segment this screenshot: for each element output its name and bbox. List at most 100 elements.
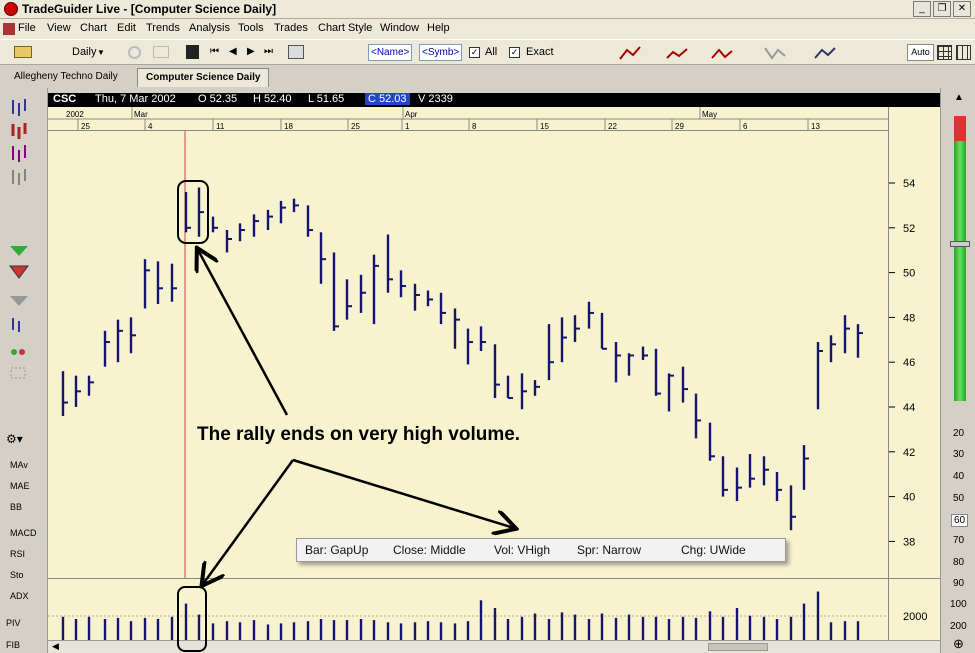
grid-icon[interactable] xyxy=(937,45,952,60)
indicator-adx[interactable]: ADX xyxy=(10,591,29,601)
price-bar xyxy=(345,279,352,320)
volume-chart[interactable] xyxy=(48,578,888,641)
price-bar xyxy=(426,290,433,307)
title-bar: TradeGuider Live - [Computer Science Dai… xyxy=(0,0,975,19)
restore-button[interactable]: ❐ xyxy=(933,1,951,17)
name-input[interactable]: <Name> xyxy=(368,44,413,61)
scroll-thumb[interactable] xyxy=(708,643,768,651)
indicator-rsi[interactable]: RSI xyxy=(10,549,26,559)
indicator-mae[interactable]: MAE xyxy=(10,481,30,491)
status-spr: Spr: Narrow xyxy=(577,543,642,557)
signal-meter-red xyxy=(954,116,966,141)
scale-80[interactable]: 80 xyxy=(953,557,965,568)
last-bar-icon[interactable]: ⏭ xyxy=(264,46,273,57)
scale-40[interactable]: 40 xyxy=(953,471,965,482)
scale-20[interactable]: 20 xyxy=(953,428,965,439)
scale-100[interactable]: 100 xyxy=(950,599,967,610)
price-bar xyxy=(775,471,782,502)
window-icon[interactable] xyxy=(153,46,169,58)
bar-chart-icon xyxy=(12,99,26,116)
scale-60[interactable]: 60 xyxy=(951,514,969,527)
scale-50[interactable]: 50 xyxy=(953,493,965,504)
exact-checkbox[interactable]: ✓ xyxy=(509,47,520,58)
print-icon[interactable] xyxy=(288,45,304,59)
first-bar-icon[interactable]: ⏮ xyxy=(210,46,219,57)
signal-meter-green xyxy=(954,141,966,401)
menu-chart[interactable]: Chart xyxy=(80,22,107,34)
indicator-piv[interactable]: PIV xyxy=(6,618,21,628)
day-label: 25 xyxy=(351,122,360,131)
scale-70[interactable]: 70 xyxy=(953,535,965,546)
month-label: Apr xyxy=(405,110,418,119)
price-bar xyxy=(547,324,554,381)
next-bar-icon[interactable]: ▶ xyxy=(247,46,255,57)
panel-up-icon[interactable]: ▲ xyxy=(954,92,964,103)
price-tick-label: 50 xyxy=(903,268,915,280)
info-close: C 52.03 xyxy=(365,93,410,105)
price-tick-label: 52 xyxy=(903,223,915,235)
auto-button[interactable]: Auto xyxy=(907,44,934,61)
all-checkbox[interactable]: ✓ xyxy=(469,47,480,58)
price-bar xyxy=(453,308,460,349)
close-button[interactable]: ✕ xyxy=(953,1,971,17)
price-bar xyxy=(641,346,648,360)
menu-trends[interactable]: Trends xyxy=(146,22,180,34)
price-bar xyxy=(466,328,473,365)
tab-computer-science[interactable]: Computer Science Daily xyxy=(137,68,270,87)
columns-icon[interactable] xyxy=(956,45,971,60)
save-icon[interactable] xyxy=(186,45,199,59)
indicator-bb[interactable]: BB xyxy=(10,502,23,512)
indicator-mav[interactable]: MAv xyxy=(10,460,28,470)
price-chart[interactable] xyxy=(48,131,888,578)
tab-allegheny[interactable]: Allegheny Techno Daily xyxy=(14,71,118,82)
indicator-sto[interactable]: Sto xyxy=(10,570,24,580)
status-close: Close: Middle xyxy=(393,543,466,557)
scale-90[interactable]: 90 xyxy=(953,578,965,589)
price-bar xyxy=(103,330,110,367)
gear-icon[interactable] xyxy=(128,46,141,59)
symb-input[interactable]: <Symb> xyxy=(419,44,463,61)
menu-analysis[interactable]: Analysis xyxy=(189,22,230,34)
price-bar xyxy=(802,445,809,490)
day-label: 18 xyxy=(284,122,293,131)
price-bar xyxy=(238,223,245,242)
price-bar xyxy=(399,270,406,298)
indicator-macd[interactable]: MACD xyxy=(10,528,37,538)
menu-trades[interactable]: Trades xyxy=(274,22,308,34)
menu-tools[interactable]: Tools xyxy=(238,22,264,34)
signal-meter-slider[interactable] xyxy=(950,241,970,247)
period-dropdown[interactable]: Daily xyxy=(72,46,97,58)
info-date: Thu, 7 Mar 2002 xyxy=(95,93,176,105)
price-bars-svg xyxy=(61,131,863,578)
menu-help[interactable]: Help xyxy=(427,22,450,34)
minimize-button[interactable]: _ xyxy=(913,1,931,17)
menu-chart-style[interactable]: Chart Style xyxy=(318,22,373,34)
menu-window[interactable]: Window xyxy=(380,22,420,34)
price-bar xyxy=(856,324,863,358)
menu-edit[interactable]: Edit xyxy=(117,22,136,34)
zoom-icon[interactable]: ⊕ xyxy=(953,636,964,651)
indicator-fib[interactable]: FIB xyxy=(6,640,21,650)
price-bar xyxy=(762,456,769,486)
left-tool-panel: ⚙▾ MAv MAE BB MACD RSI Sto ADX PIV FIB xyxy=(0,88,48,653)
open-folder-icon[interactable] xyxy=(14,46,32,58)
day-label: 8 xyxy=(472,122,477,131)
menu-file[interactable]: File xyxy=(18,22,36,34)
scale-30[interactable]: 30 xyxy=(953,449,965,460)
price-bar xyxy=(600,312,607,350)
menu-view[interactable]: View xyxy=(47,22,71,34)
prev-bar-icon[interactable]: ◀ xyxy=(229,46,237,57)
price-bar xyxy=(319,232,326,284)
volume-axis-label: 2000 xyxy=(903,611,928,623)
scale-200[interactable]: 200 xyxy=(950,621,967,632)
price-bar xyxy=(479,326,486,351)
price-bar xyxy=(587,301,594,329)
horizontal-scrollbar[interactable]: ◀ xyxy=(48,640,940,653)
scroll-left-icon[interactable]: ◀ xyxy=(52,641,59,651)
price-tick-label: 46 xyxy=(903,357,915,369)
price-bar xyxy=(439,292,446,325)
day-label: 1 xyxy=(405,122,410,131)
indicator-menu-icon[interactable]: ⚙▾ xyxy=(6,432,23,446)
price-bar xyxy=(506,375,513,400)
annotation-text: The rally ends on very high volume. xyxy=(197,424,521,445)
